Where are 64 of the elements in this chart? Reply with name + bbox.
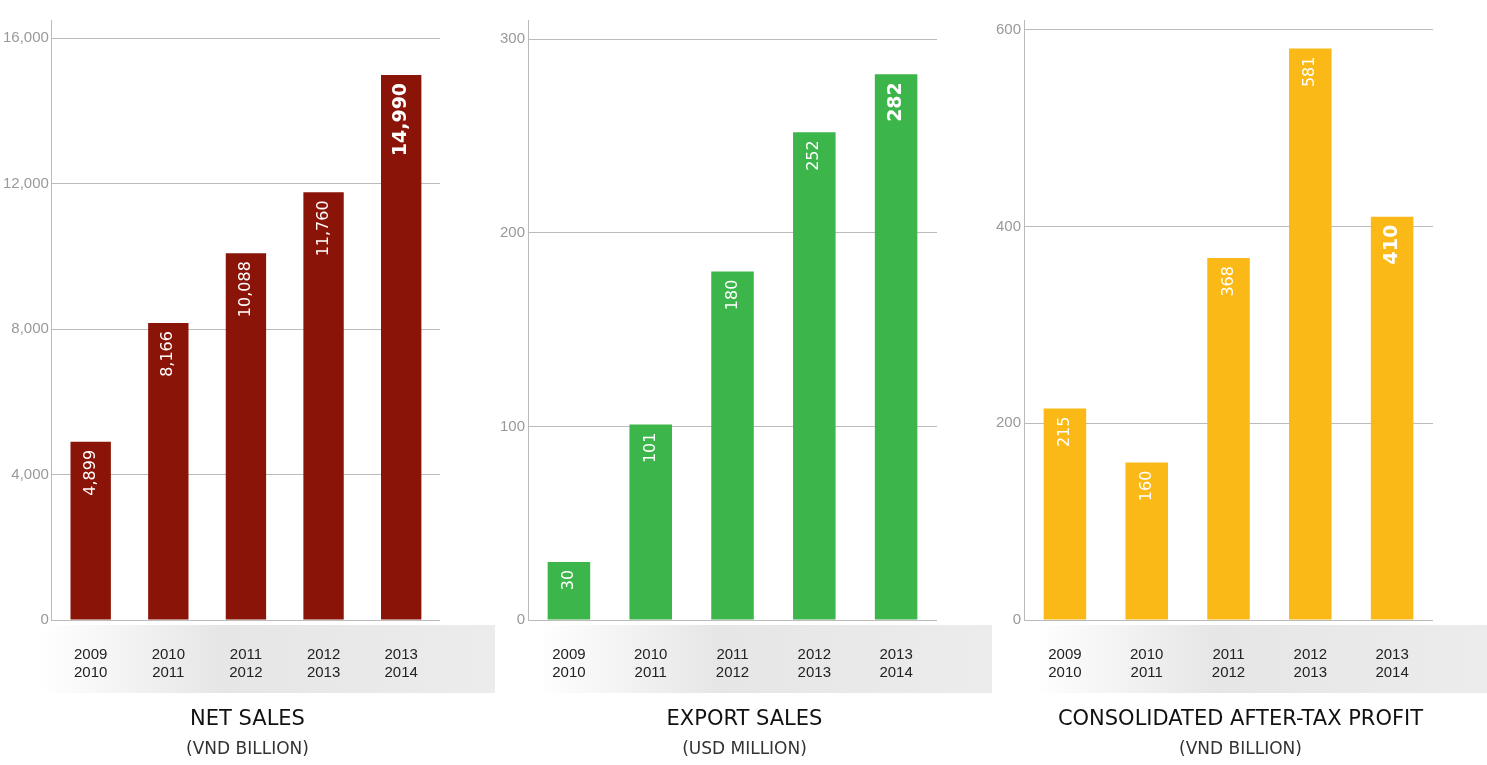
x-tick-label: 2009 2010 — [1048, 645, 1082, 681]
bar — [1207, 258, 1250, 620]
data-label: 282 — [883, 82, 906, 122]
data-label: 4,899 — [79, 449, 99, 496]
x-tick-label: 2012 2013 — [306, 645, 341, 681]
text: CONSOLIDATED AFTER-TAX PROFIT — [1056, 706, 1425, 730]
x-tick-label: 2011 2012 — [715, 645, 750, 681]
bar — [148, 323, 189, 620]
bar — [547, 561, 591, 620]
x-tick-label: 2010 2011 — [634, 645, 668, 681]
data-label: 160 — [1135, 470, 1155, 502]
y-tick-label: 16,000 — [2, 28, 49, 46]
y-tick-label: 0 — [516, 610, 526, 628]
data-label: 581 — [1299, 56, 1319, 88]
y-tick-label: 300 — [500, 29, 526, 47]
bar — [70, 441, 111, 620]
bar — [711, 271, 754, 620]
text: NET SALES — [189, 706, 306, 730]
x-tick-label: 2013 2014 — [1375, 645, 1409, 681]
y-tick-label: 200 — [500, 223, 526, 241]
x-tick-label: 2013 2014 — [384, 645, 418, 681]
bar — [1043, 408, 1087, 620]
y-tick-label: 400 — [996, 216, 1022, 234]
data-label: 410 — [1379, 224, 1402, 265]
data-label: 180 — [721, 279, 741, 311]
y-tick-label: 0 — [1012, 610, 1022, 628]
data-label: 8,166 — [157, 331, 177, 377]
x-tick-label: 2010 2011 — [151, 645, 185, 681]
x-tick-label: 2011 2012 — [1211, 645, 1246, 681]
y-tick-label: 12,000 — [2, 173, 49, 191]
x-tick-label: 2012 2013 — [797, 645, 831, 681]
data-label: 30 — [558, 569, 578, 591]
y-tick-label: 4,000 — [11, 464, 49, 482]
y-tick-label: 100 — [500, 416, 526, 434]
data-label: 252 — [803, 140, 823, 171]
x-tick-label: 2010 2011 — [1130, 645, 1164, 681]
bar — [1289, 48, 1332, 620]
bar — [303, 192, 344, 620]
data-label: 101 — [639, 432, 659, 464]
text: (USD MILLION) — [681, 738, 808, 758]
y-tick-label: 600 — [996, 19, 1022, 37]
bar — [225, 253, 267, 620]
x-tick-label: 2009 2010 — [552, 645, 586, 681]
x-tick-label: 2013 2014 — [879, 645, 913, 681]
data-label: 10,088 — [235, 261, 255, 318]
y-tick-label: 8,000 — [11, 319, 49, 337]
text: (VND BILLION) — [185, 738, 310, 758]
data-label: 368 — [1217, 266, 1237, 297]
y-tick-label: 0 — [40, 610, 49, 628]
bar — [793, 132, 836, 620]
data-label: 14,990 — [388, 82, 411, 157]
text: EXPORT SALES — [665, 706, 824, 730]
bar — [1125, 462, 1168, 620]
x-tick-label: 2011 2012 — [229, 645, 263, 681]
text: (VND BILLION) — [1178, 738, 1303, 758]
x-tick-label: 2012 2013 — [1293, 645, 1327, 681]
data-label: 215 — [1054, 416, 1074, 448]
bar — [874, 74, 918, 620]
bar — [629, 424, 672, 620]
x-tick-label: 2009 2010 — [74, 645, 108, 681]
bar — [1370, 216, 1414, 620]
bar — [381, 74, 422, 620]
data-label: 11,760 — [312, 200, 332, 257]
y-tick-label: 200 — [996, 413, 1022, 431]
